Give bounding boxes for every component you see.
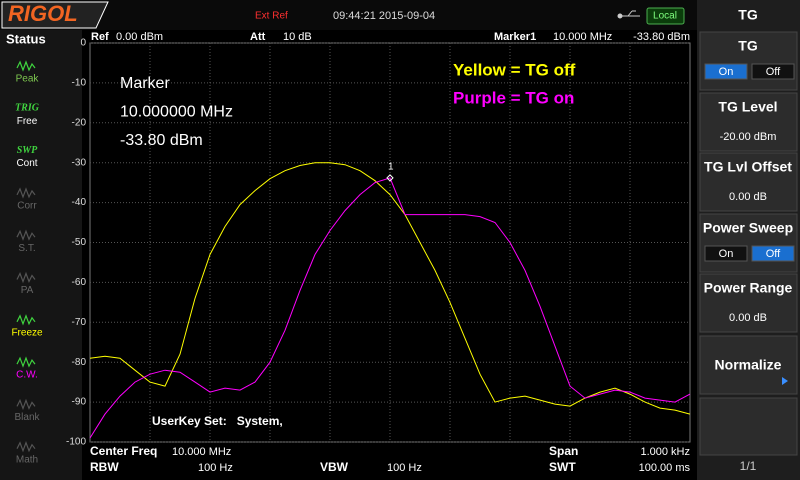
menu-value: 0.00 dB: [729, 191, 767, 203]
status-tag: SWP: [17, 145, 38, 156]
y-tick-label: -90: [72, 397, 87, 408]
status-icon: [16, 356, 36, 368]
menu-label: TG: [738, 38, 758, 54]
status-icon: [16, 440, 36, 453]
status-title: Status: [6, 31, 46, 46]
menu-label: TG Lvl Offset: [704, 159, 792, 175]
menu-button[interactable]: [699, 273, 798, 333]
menu-page: 1/1: [740, 459, 757, 473]
option-box[interactable]: [704, 63, 748, 80]
status-icon: [16, 314, 36, 326]
att-label: Att: [250, 31, 266, 43]
option-box[interactable]: [751, 63, 795, 80]
y-tick-label: 0: [80, 38, 86, 49]
legend-entry: Yellow = TG off: [453, 60, 576, 79]
marker-label: Marker1: [494, 31, 536, 43]
logo-frame: [1, 1, 109, 29]
y-tick-label: -40: [72, 197, 87, 208]
att-value: 10 dB: [283, 31, 312, 43]
menu-button[interactable]: [699, 213, 798, 273]
y-tick-label: -50: [72, 237, 87, 248]
marker-number: 1: [388, 162, 394, 173]
trace: [89, 177, 691, 439]
status-icon: [16, 187, 36, 199]
empty-menu-button[interactable]: [699, 397, 798, 456]
status-label: Freeze: [11, 327, 43, 338]
status-icon: [16, 229, 36, 241]
menu-label: TG Level: [718, 99, 777, 115]
menu-title: TG: [738, 7, 758, 23]
menu-value: 0.00 dB: [729, 312, 767, 324]
status-label: Corr: [17, 201, 37, 212]
status-label: Cont: [16, 158, 37, 169]
footer-label: Center Freq: [90, 444, 157, 458]
menu-label: Normalize: [715, 357, 782, 373]
submenu-arrow: [782, 377, 788, 385]
menu-value: -20.00 dBm: [720, 131, 777, 143]
y-tick-label: -80: [72, 357, 87, 368]
status-label: Peak: [16, 74, 40, 85]
status-icon: [16, 271, 36, 284]
y-tick-label: -30: [72, 157, 87, 168]
status-label: PA: [21, 285, 34, 296]
local: Local: [653, 11, 677, 22]
local-box: [646, 7, 685, 25]
logo: RIGOL: [8, 1, 78, 26]
marker-freq: 10.000 MHz: [553, 31, 612, 43]
status-label: C.W.: [16, 370, 38, 381]
y-tick-label: -60: [72, 277, 87, 288]
footer-value: 100 Hz: [198, 462, 233, 474]
marker-readout: -33.80 dBm: [120, 132, 203, 149]
usb-icon: [617, 10, 640, 19]
status-label: Free: [17, 116, 38, 127]
status-icon: [16, 398, 36, 411]
status-icon: [16, 60, 36, 72]
footer-value: 100 Hz: [387, 462, 422, 474]
footer-label: Span: [549, 444, 578, 458]
ref-value: 0.00 dBm: [116, 31, 163, 43]
footer-value: 100.00 ms: [639, 462, 691, 474]
menu-button[interactable]: [699, 31, 798, 91]
y-tick-label: -20: [72, 117, 87, 128]
status-label: Blank: [14, 412, 40, 423]
annotation: UserKey Set: System,: [152, 414, 283, 428]
option-label: Off: [766, 66, 781, 78]
status-panel: [0, 30, 82, 480]
option-label: On: [719, 66, 734, 78]
menu-button[interactable]: [699, 335, 798, 395]
footer-label: RBW: [90, 460, 119, 474]
option-label: On: [719, 248, 734, 260]
ref-label: Ref: [91, 31, 109, 43]
option-label: Off: [766, 248, 781, 260]
menu-button[interactable]: [699, 92, 798, 152]
y-tick-label: -70: [72, 317, 87, 328]
menu-label: Power Sweep: [703, 220, 793, 236]
status-label: S.T.: [18, 243, 35, 254]
legend-entry: Purple = TG on: [453, 88, 574, 107]
menu-label: Power Range: [704, 280, 793, 296]
status-tag: TRIG: [15, 103, 40, 114]
marker-readout: Marker: [120, 75, 170, 92]
ext-ref: Ext Ref: [255, 11, 288, 22]
footer-label: VBW: [320, 460, 349, 474]
option-box[interactable]: [704, 245, 748, 262]
trace: [89, 162, 691, 415]
footer-value: 10.000 MHz: [172, 446, 231, 458]
footer-label: SWT: [549, 460, 576, 474]
datetime: 09:44:21 2015-09-04: [333, 10, 435, 22]
top-bar: [0, 0, 697, 30]
footer-value: 1.000 kHz: [640, 446, 690, 458]
marker-point: [386, 174, 394, 182]
y-tick-label: -100: [66, 437, 86, 448]
menu-button[interactable]: [699, 152, 798, 212]
marker-readout: 10.000000 MHz: [120, 104, 233, 121]
status-label: Math: [16, 454, 38, 465]
marker-level: -33.80 dBm: [633, 31, 690, 43]
option-box[interactable]: [751, 245, 795, 262]
y-tick-label: -10: [72, 78, 87, 89]
